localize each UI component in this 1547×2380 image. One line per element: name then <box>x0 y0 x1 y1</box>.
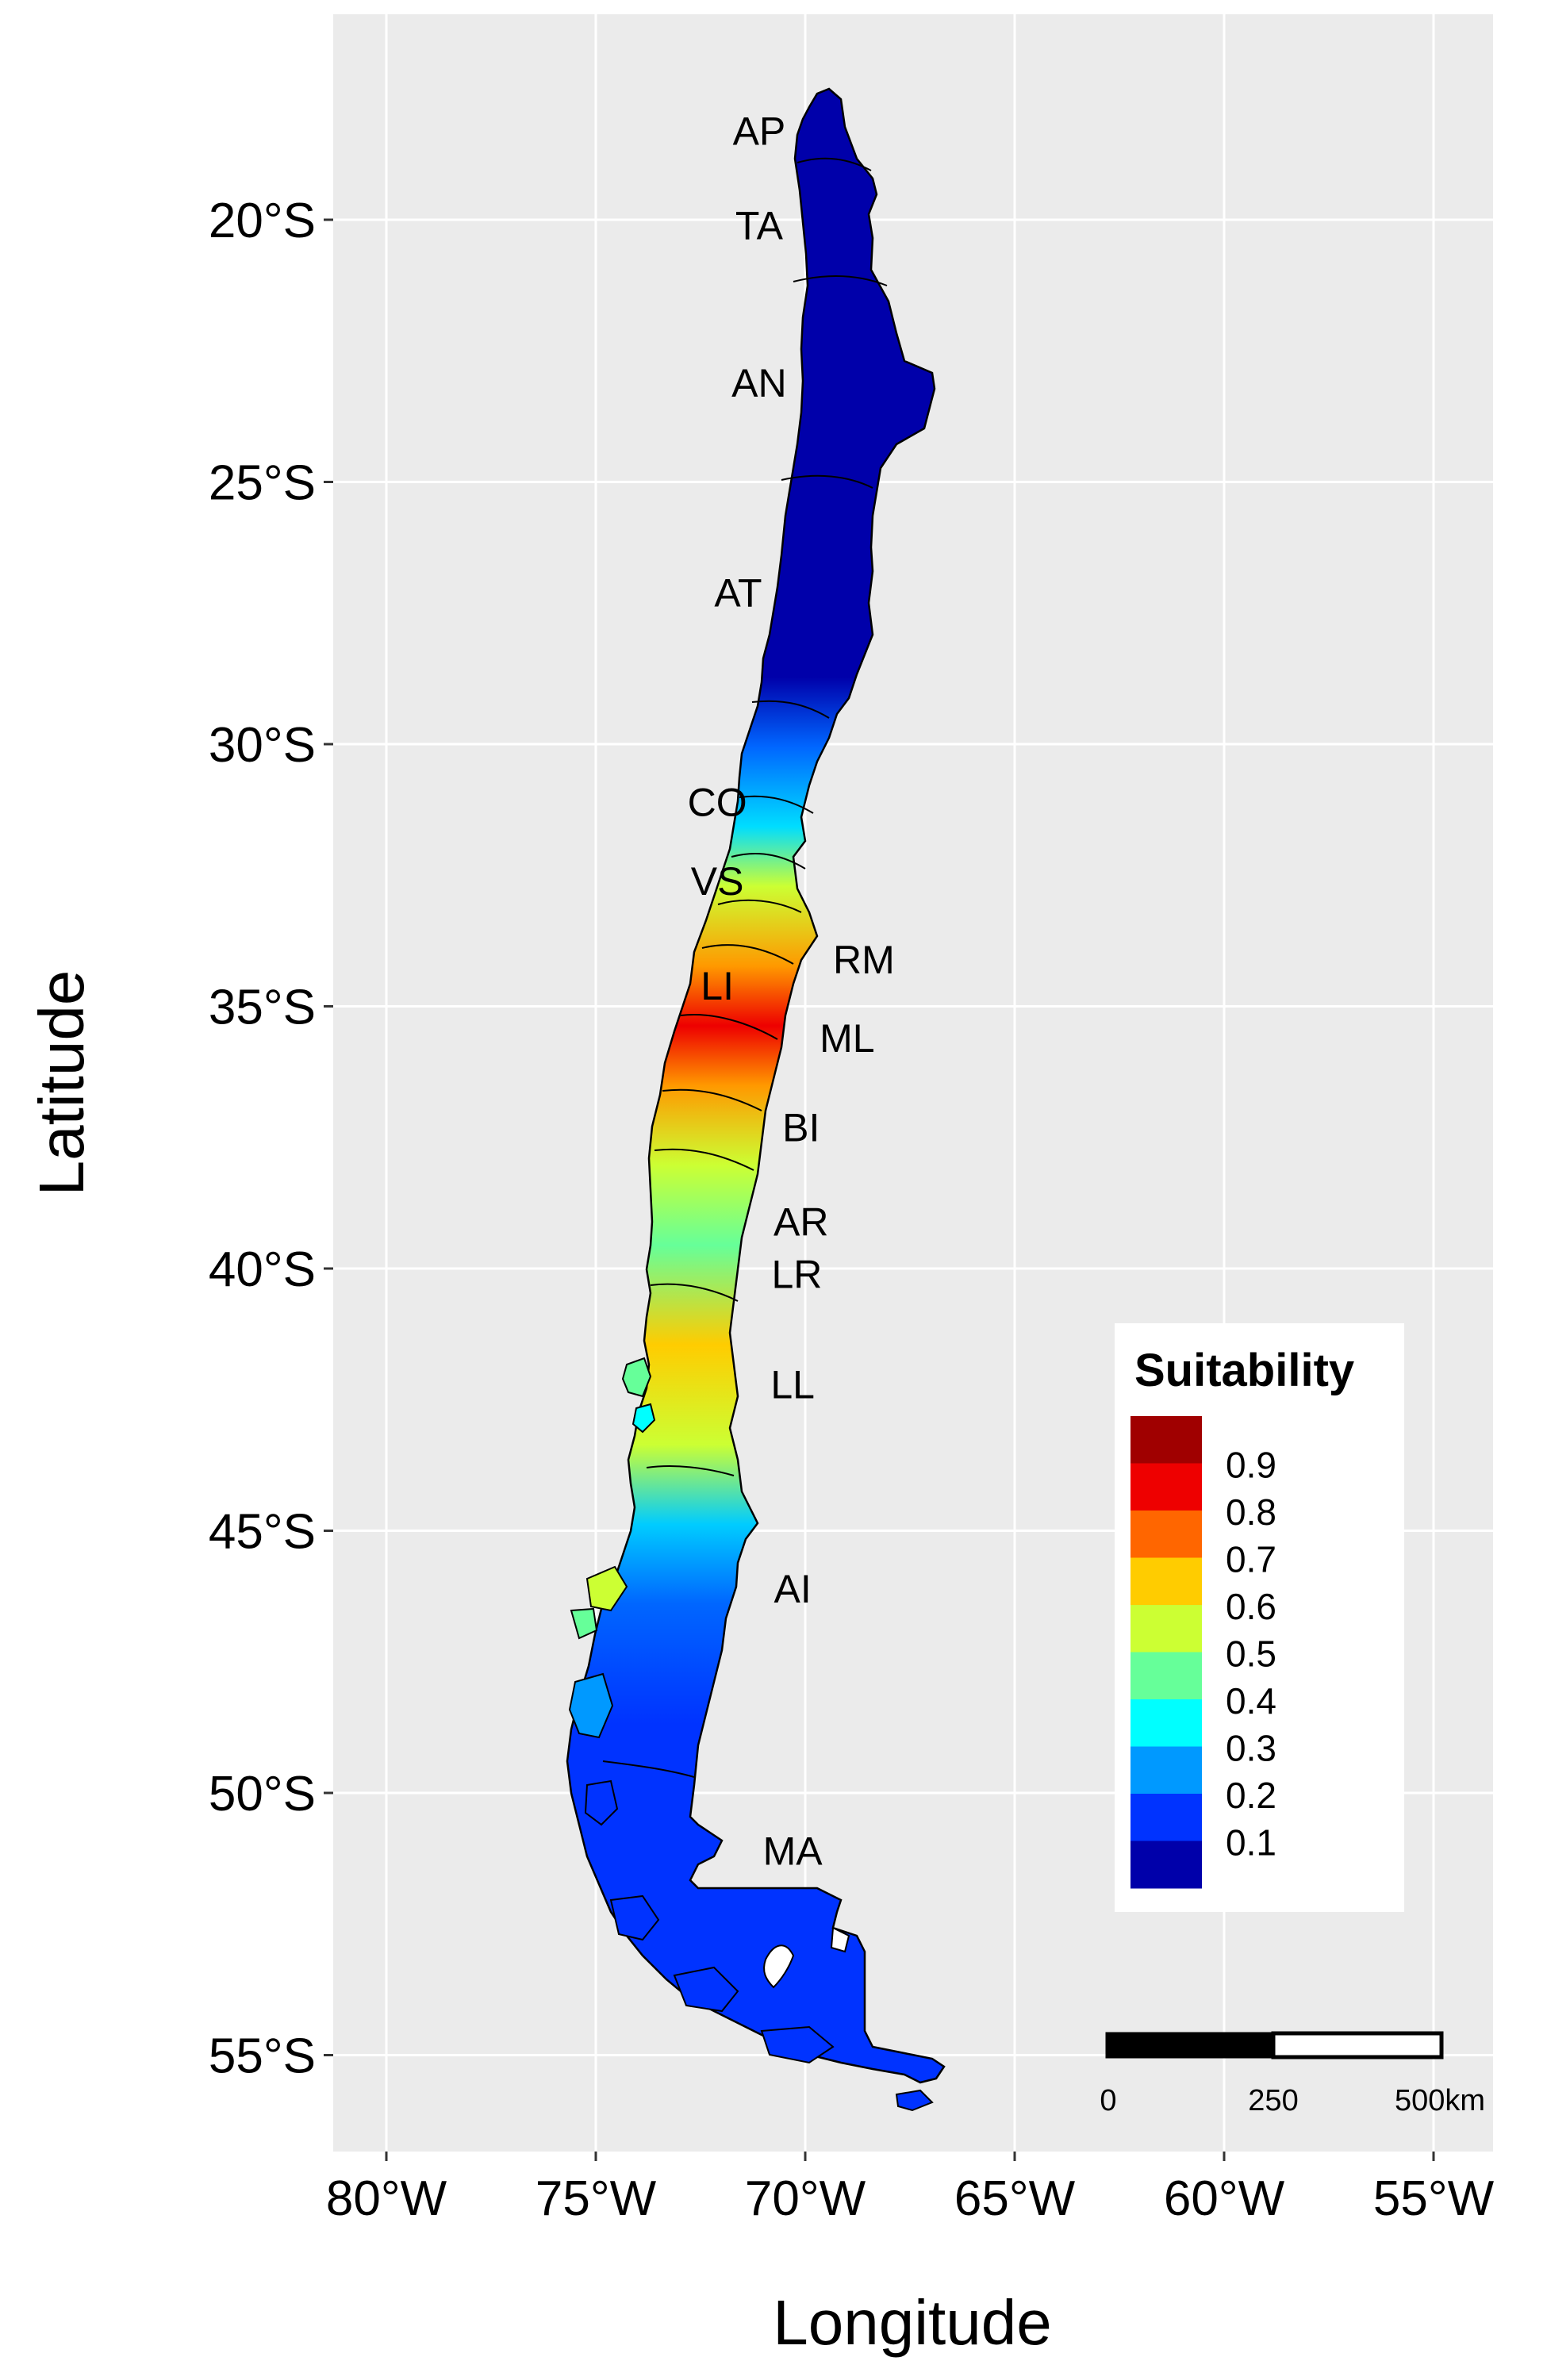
x-tick-label: 80°W <box>326 2171 447 2226</box>
y-tick-label: 50°S <box>209 1767 316 1821</box>
x-tick-label: 70°W <box>745 2171 866 2226</box>
legend-label: 0.4 <box>1226 1680 1276 1722</box>
x-axis: 80°W 75°W 70°W 65°W 60°W 55°W <box>326 2152 1495 2226</box>
region-boundaries <box>602 157 888 1778</box>
y-axis-title: Latitude <box>26 970 97 1196</box>
legend-swatch <box>1130 1511 1202 1558</box>
legend-label: 0.6 <box>1226 1586 1276 1627</box>
scalebar-label-0: 0 <box>1100 2084 1116 2117</box>
chile-landmass <box>566 87 946 2084</box>
southern-archipelago <box>568 1357 934 2112</box>
y-tick-label: 30°S <box>209 718 316 773</box>
legend-swatch <box>1130 1794 1202 1841</box>
region-label-ma: MA <box>763 1829 823 1874</box>
y-tick-label: 35°S <box>209 981 316 1035</box>
y-tick-label: 40°S <box>209 1242 316 1297</box>
region-label-co: CO <box>688 781 747 825</box>
legend-swatch <box>1130 1746 1202 1795</box>
legend-title: Suitability <box>1134 1345 1354 1396</box>
legend-swatch <box>1130 1557 1202 1606</box>
region-label-ap: AP <box>733 109 786 154</box>
region-labels: AP TA AN AT CO VS LI RM ML BI AR LR LL AI MA <box>688 109 895 1874</box>
region-label-at: AT <box>714 570 762 615</box>
legend-swatch <box>1130 1841 1202 1889</box>
region-label-rm: RM <box>833 938 895 982</box>
legend-swatch <box>1130 1699 1202 1747</box>
legend-label: 0.8 <box>1226 1491 1276 1533</box>
legend: Suitability 0.9 0.8 0.7 0.6 0.5 0.4 0.3 0.2 0.1 <box>1115 1323 1404 1912</box>
legend-label: 0.2 <box>1226 1775 1276 1816</box>
x-tick-label: 60°W <box>1164 2171 1285 2226</box>
region-label-li: LI <box>701 964 734 1008</box>
x-tick-label: 65°W <box>954 2171 1076 2226</box>
legend-swatch <box>1130 1416 1202 1464</box>
region-label-an: AN <box>731 361 786 405</box>
legend-label: 0.1 <box>1226 1822 1276 1864</box>
legend-label: 0.9 <box>1226 1445 1276 1486</box>
scalebar-label-500km: 500km <box>1395 2084 1485 2117</box>
legend-label: 0.7 <box>1226 1539 1276 1580</box>
region-label-lr: LR <box>771 1253 822 1297</box>
y-tick-label: 25°S <box>209 456 316 511</box>
x-tick-label: 55°W <box>1373 2171 1495 2226</box>
region-label-ta: TA <box>735 204 784 248</box>
y-tick-label: 45°S <box>209 1505 316 1560</box>
region-label-ll: LL <box>770 1362 815 1407</box>
region-label-bi: BI <box>782 1106 820 1150</box>
x-axis-title: Longitude <box>773 2287 1051 2358</box>
y-axis: 20°S 25°S 30°S 35°S 40°S 45°S 50°S 55°S <box>209 194 333 2084</box>
y-tick-label: 55°S <box>209 2029 316 2084</box>
legend-swatch <box>1130 1463 1202 1511</box>
legend-swatch <box>1130 1605 1202 1653</box>
x-tick-label: 75°W <box>536 2171 657 2226</box>
region-label-ml: ML <box>820 1016 874 1061</box>
legend-label: 0.3 <box>1226 1728 1276 1769</box>
region-label-ar: AR <box>774 1200 828 1245</box>
region-label-ai: AI <box>774 1567 812 1611</box>
legend-label: 0.5 <box>1226 1633 1276 1675</box>
region-label-vs: VS <box>691 859 744 904</box>
legend-swatch <box>1130 1652 1202 1700</box>
scale-bar: 0 250 500km <box>1100 2031 1485 2117</box>
y-tick-label: 20°S <box>209 194 316 248</box>
scalebar-label-250: 250 <box>1248 2084 1298 2117</box>
